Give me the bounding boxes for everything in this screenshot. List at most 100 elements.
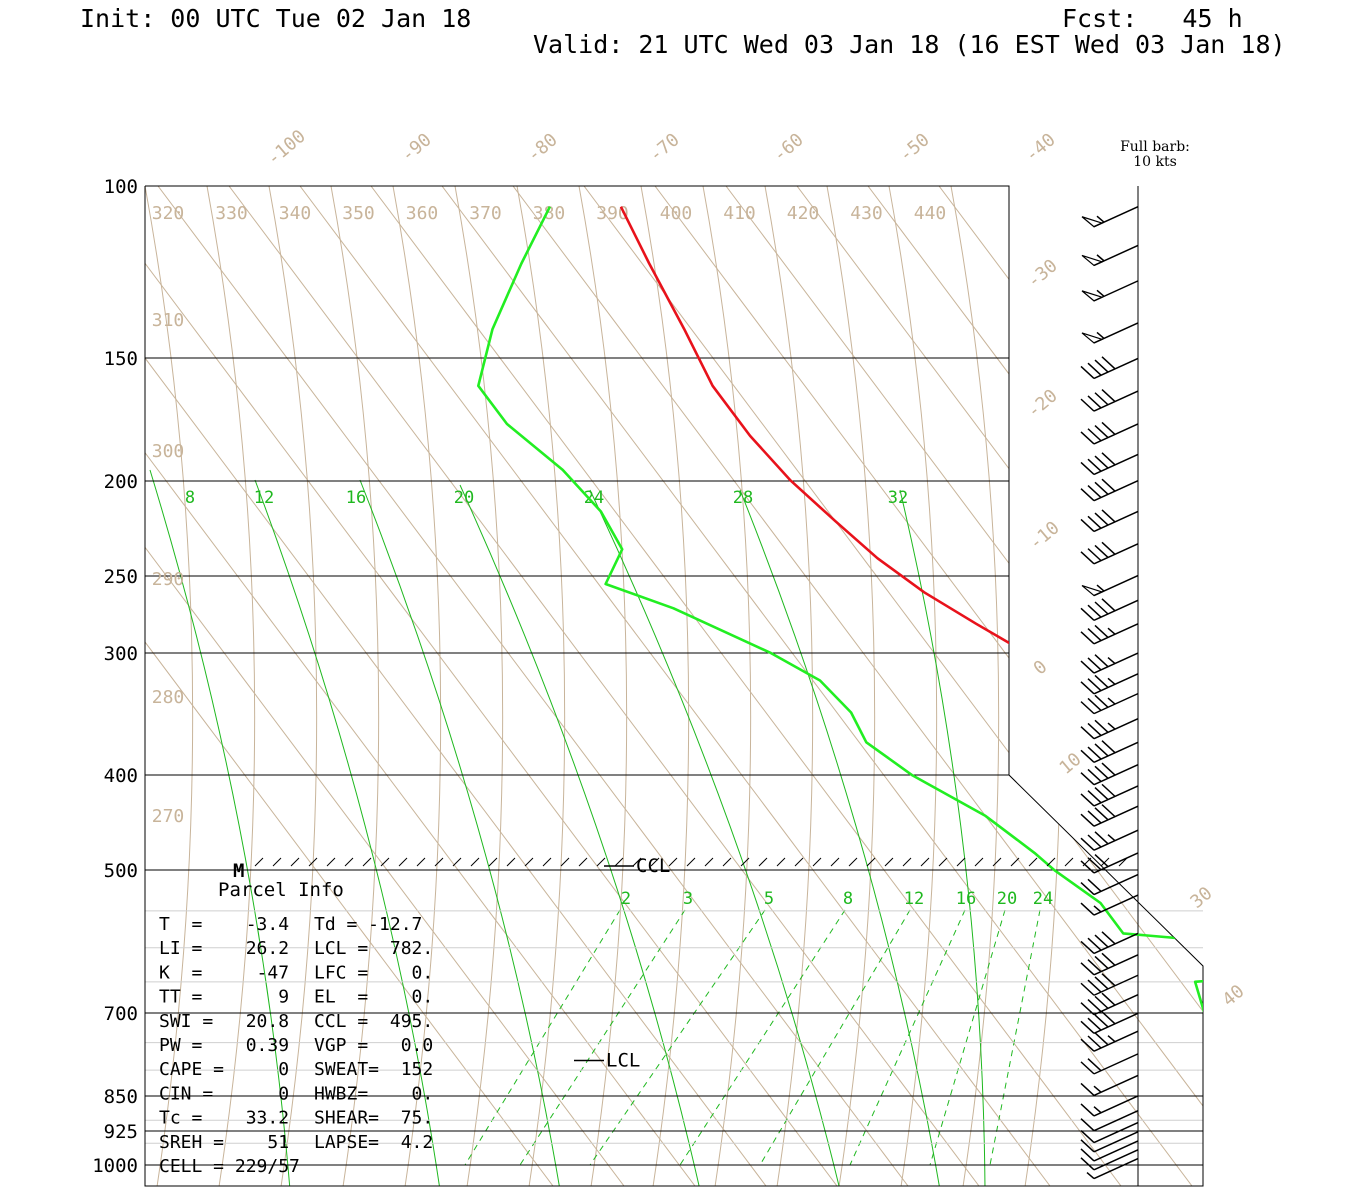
hatch-mark	[272, 857, 282, 867]
hatch-mark	[362, 857, 372, 867]
isotherm-line	[228, 186, 980, 1186]
wind-barb	[1080, 1011, 1139, 1035]
barb-pennant	[1081, 290, 1104, 302]
barb-shaft	[1093, 741, 1139, 763]
isotherm-label: 40	[1218, 981, 1248, 1011]
barb-full	[1094, 955, 1109, 970]
hatch-mark	[578, 857, 588, 867]
wind-barb	[1081, 574, 1139, 597]
hatch-mark	[290, 857, 300, 867]
barb-half	[1093, 905, 1102, 913]
barb-full	[1094, 674, 1109, 689]
wind-barb	[1080, 673, 1139, 695]
mixing-ratio-line	[899, 489, 986, 1186]
pressure-tick-label: 925	[104, 1121, 138, 1143]
wind-barb	[1080, 717, 1139, 740]
barb-full	[1094, 392, 1109, 406]
hatch-mark	[470, 857, 480, 867]
barb-full	[1087, 746, 1102, 760]
hatch-mark	[632, 857, 642, 867]
dry-adiabat-line	[516, 186, 566, 1186]
barb-full	[1087, 428, 1102, 442]
barb-full	[1087, 998, 1102, 1013]
isotherm-line	[299, 186, 1051, 1186]
dry-adiabat-line	[330, 186, 380, 1186]
barb-full	[1080, 1002, 1095, 1016]
hatch-mark	[506, 857, 516, 867]
barb-shaft	[1093, 623, 1139, 645]
barb-full	[1094, 544, 1109, 559]
hatch-mark	[1028, 857, 1038, 867]
barb-shaft	[1093, 994, 1139, 1016]
dry-adiabat-line	[83, 186, 131, 1200]
pressure-tick-label: 1000	[92, 1155, 138, 1177]
barb-shaft	[1093, 894, 1139, 916]
barb-shaft	[1093, 1131, 1139, 1153]
isotherm-label: -60	[769, 129, 807, 166]
isotherm-label: -30	[1023, 255, 1061, 292]
barb-full	[1080, 1082, 1095, 1096]
mixing-ratio-label: 28	[733, 488, 753, 508]
wind-barb	[1081, 322, 1139, 344]
barb-half	[1096, 215, 1105, 223]
mixing-ratio-label: 3	[683, 889, 693, 909]
barb-shaft	[1093, 805, 1139, 827]
barb-full	[1087, 979, 1102, 993]
barb-full	[1087, 810, 1102, 824]
barb-full	[1094, 359, 1109, 373]
isotherm-label: -100	[263, 126, 310, 170]
wind-barb	[1080, 973, 1139, 996]
barb-full	[1080, 902, 1095, 916]
barb-full	[1094, 976, 1109, 990]
barb-full	[1080, 660, 1095, 674]
barb-half	[1096, 254, 1105, 262]
barb-full	[1080, 813, 1095, 827]
isotherm-label: -50	[895, 129, 933, 166]
barb-full	[1094, 831, 1109, 845]
hatch-mark	[254, 857, 264, 867]
mixing-ratio-line	[739, 489, 941, 1186]
pressure-tick-label: 300	[104, 643, 138, 665]
isotherm-line	[796, 186, 1203, 1186]
theta-label: 420	[787, 203, 820, 224]
wind-barb	[1081, 244, 1139, 267]
barb-full	[1101, 952, 1116, 966]
parcel-marker: M	[233, 860, 244, 882]
mixing-ratio-label: 20	[997, 889, 1017, 909]
barb-half	[1096, 331, 1105, 339]
isotherm-line	[145, 186, 696, 1186]
wind-barb	[1080, 873, 1139, 896]
theta-label: 290	[152, 569, 185, 590]
barb-half	[1107, 677, 1116, 685]
barb-full	[1094, 481, 1109, 495]
barb-full	[1080, 749, 1095, 763]
parcel-index-right: VGP = 0.0	[314, 1035, 433, 1056]
barb-shaft	[1093, 829, 1139, 851]
barb-full	[1080, 940, 1095, 954]
wind-barb	[1080, 623, 1139, 645]
pressure-tick-label: 500	[104, 860, 138, 882]
barb-shaft	[1093, 1053, 1139, 1075]
barb-full	[1087, 678, 1102, 692]
parcel-index-left: TT = 9	[159, 987, 289, 1008]
hatch-mark	[488, 857, 498, 867]
hatch-mark	[380, 857, 390, 867]
parcel-index-left: Tc = 33.2	[159, 1108, 289, 1129]
hatch-mark	[902, 857, 912, 867]
wind-barb	[1080, 421, 1139, 445]
barb-full	[1101, 992, 1116, 1006]
barb-full	[1087, 362, 1102, 376]
pressure-tick-label: 700	[104, 1003, 138, 1025]
isotherm-line	[938, 186, 1203, 1186]
mixing-ratio-dashed-line	[519, 909, 686, 1166]
barb-shaft	[1093, 390, 1139, 412]
barb-full	[1087, 657, 1102, 671]
hatch-mark	[650, 857, 660, 867]
temperature-profile	[619, 206, 1203, 1167]
dry-adiabat-line	[640, 186, 690, 1186]
barb-half	[1107, 722, 1116, 730]
theta-label: 360	[406, 203, 439, 224]
barb-full	[1087, 484, 1102, 499]
barb-shaft	[1093, 673, 1139, 695]
